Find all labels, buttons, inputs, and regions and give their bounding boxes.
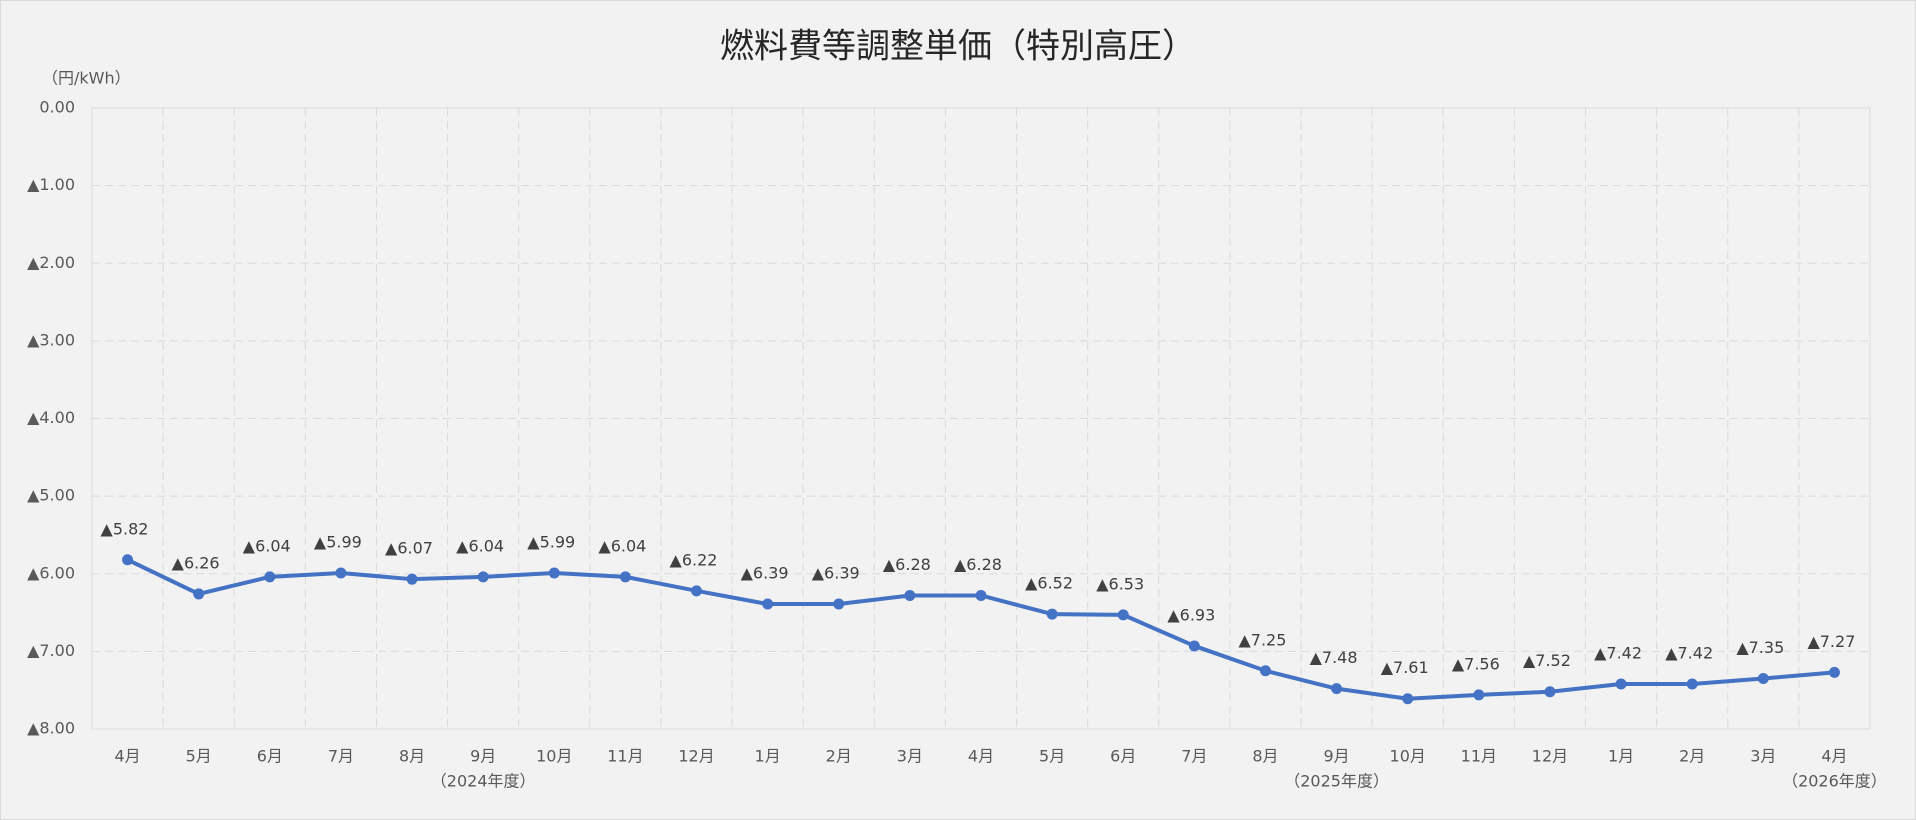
data-label: ▲7.42 [1594,643,1642,662]
x-tick-label: 2月 [826,747,852,766]
y-tick-label: ▲1.00 [27,175,75,194]
y-tick-label: ▲4.00 [27,408,75,427]
data-point [1259,665,1271,677]
x-group-label: （2026年度） [1782,772,1887,791]
data-label: ▲7.48 [1310,648,1358,667]
data-label: ▲6.04 [456,536,504,555]
x-tick-label: 9月 [1324,747,1350,766]
data-point [477,571,489,583]
data-point [1117,609,1129,621]
data-point [1828,666,1840,678]
x-tick-label: 10月 [1390,747,1426,766]
data-point [904,589,916,601]
data-point [1473,689,1485,701]
x-tick-label: 8月 [399,747,425,766]
data-label: ▲7.27 [1807,632,1855,651]
y-axis-label: （円/kWh） [42,69,131,88]
data-label: ▲7.35 [1736,638,1784,657]
x-tick-label: 7月 [328,747,354,766]
data-point [691,585,703,597]
data-label: ▲5.99 [527,532,575,551]
x-tick-label: 4月 [1821,747,1847,766]
data-point [193,588,205,600]
data-label: ▲7.61 [1381,658,1429,677]
x-tick-label: 11月 [607,747,643,766]
data-point [1402,693,1414,705]
data-point [548,567,560,579]
data-label: ▲6.28 [883,555,931,574]
data-label: ▲6.07 [385,539,433,558]
y-tick-label: ▲3.00 [27,330,75,349]
x-tick-label: 5月 [186,747,212,766]
data-label: ▲5.82 [101,519,149,538]
y-tick-label: 0.00 [39,98,75,117]
data-label: ▲7.52 [1523,651,1571,670]
x-tick-label: 8月 [1252,747,1278,766]
x-tick-label: 7月 [1181,747,1207,766]
data-label: ▲7.25 [1238,630,1286,649]
data-label: ▲6.39 [812,564,860,583]
x-tick-label: 3月 [897,747,923,766]
data-point [975,589,987,601]
y-tick-label: ▲2.00 [27,253,75,272]
data-label: ▲7.56 [1452,654,1500,673]
x-tick-label: 4月 [968,747,994,766]
x-tick-label: 3月 [1750,747,1776,766]
chart-title: 燃料費等調整単価（特別高圧） [720,27,1196,67]
data-label: ▲6.93 [1167,605,1215,624]
x-tick-label: 5月 [1039,747,1065,766]
data-label: ▲6.53 [1096,574,1144,593]
data-label: ▲6.39 [741,564,789,583]
data-point [335,567,347,579]
x-tick-label: 2月 [1679,747,1705,766]
data-point [762,598,774,610]
data-point [406,573,418,585]
data-label: ▲6.26 [172,553,220,572]
data-label: ▲6.22 [670,550,718,569]
x-tick-label: 9月 [470,747,496,766]
x-tick-label: 1月 [1608,747,1634,766]
x-tick-label: 6月 [1110,747,1136,766]
data-point [833,598,845,610]
x-tick-label: 4月 [114,747,140,766]
data-point [1046,608,1058,620]
data-label: ▲5.99 [314,532,362,551]
x-tick-label: 6月 [257,747,283,766]
data-label: ▲6.04 [243,536,291,555]
x-tick-label: 1月 [755,747,781,766]
data-label: ▲6.52 [1025,574,1073,593]
data-point [122,554,134,566]
data-point [1686,678,1698,690]
y-tick-label: ▲5.00 [27,486,75,505]
x-tick-label: 12月 [678,747,714,766]
x-tick-label: 12月 [1532,747,1568,766]
x-tick-label: 11月 [1461,747,1497,766]
x-tick-label: 10月 [536,747,572,766]
data-point [1188,640,1200,652]
y-tick-label: ▲7.00 [27,641,75,660]
data-point [1331,683,1343,695]
y-tick-label: ▲6.00 [27,563,75,582]
y-tick-label: ▲8.00 [27,719,75,738]
data-label: ▲6.28 [954,555,1002,574]
data-label: ▲6.04 [598,536,646,555]
data-point [619,571,631,583]
data-label: ▲7.42 [1665,643,1713,662]
data-point [1544,686,1556,698]
x-group-label: （2025年度） [1284,772,1389,791]
x-group-label: （2024年度） [431,772,536,791]
data-point [1757,673,1769,685]
data-point [1615,678,1627,690]
data-point [264,571,276,583]
